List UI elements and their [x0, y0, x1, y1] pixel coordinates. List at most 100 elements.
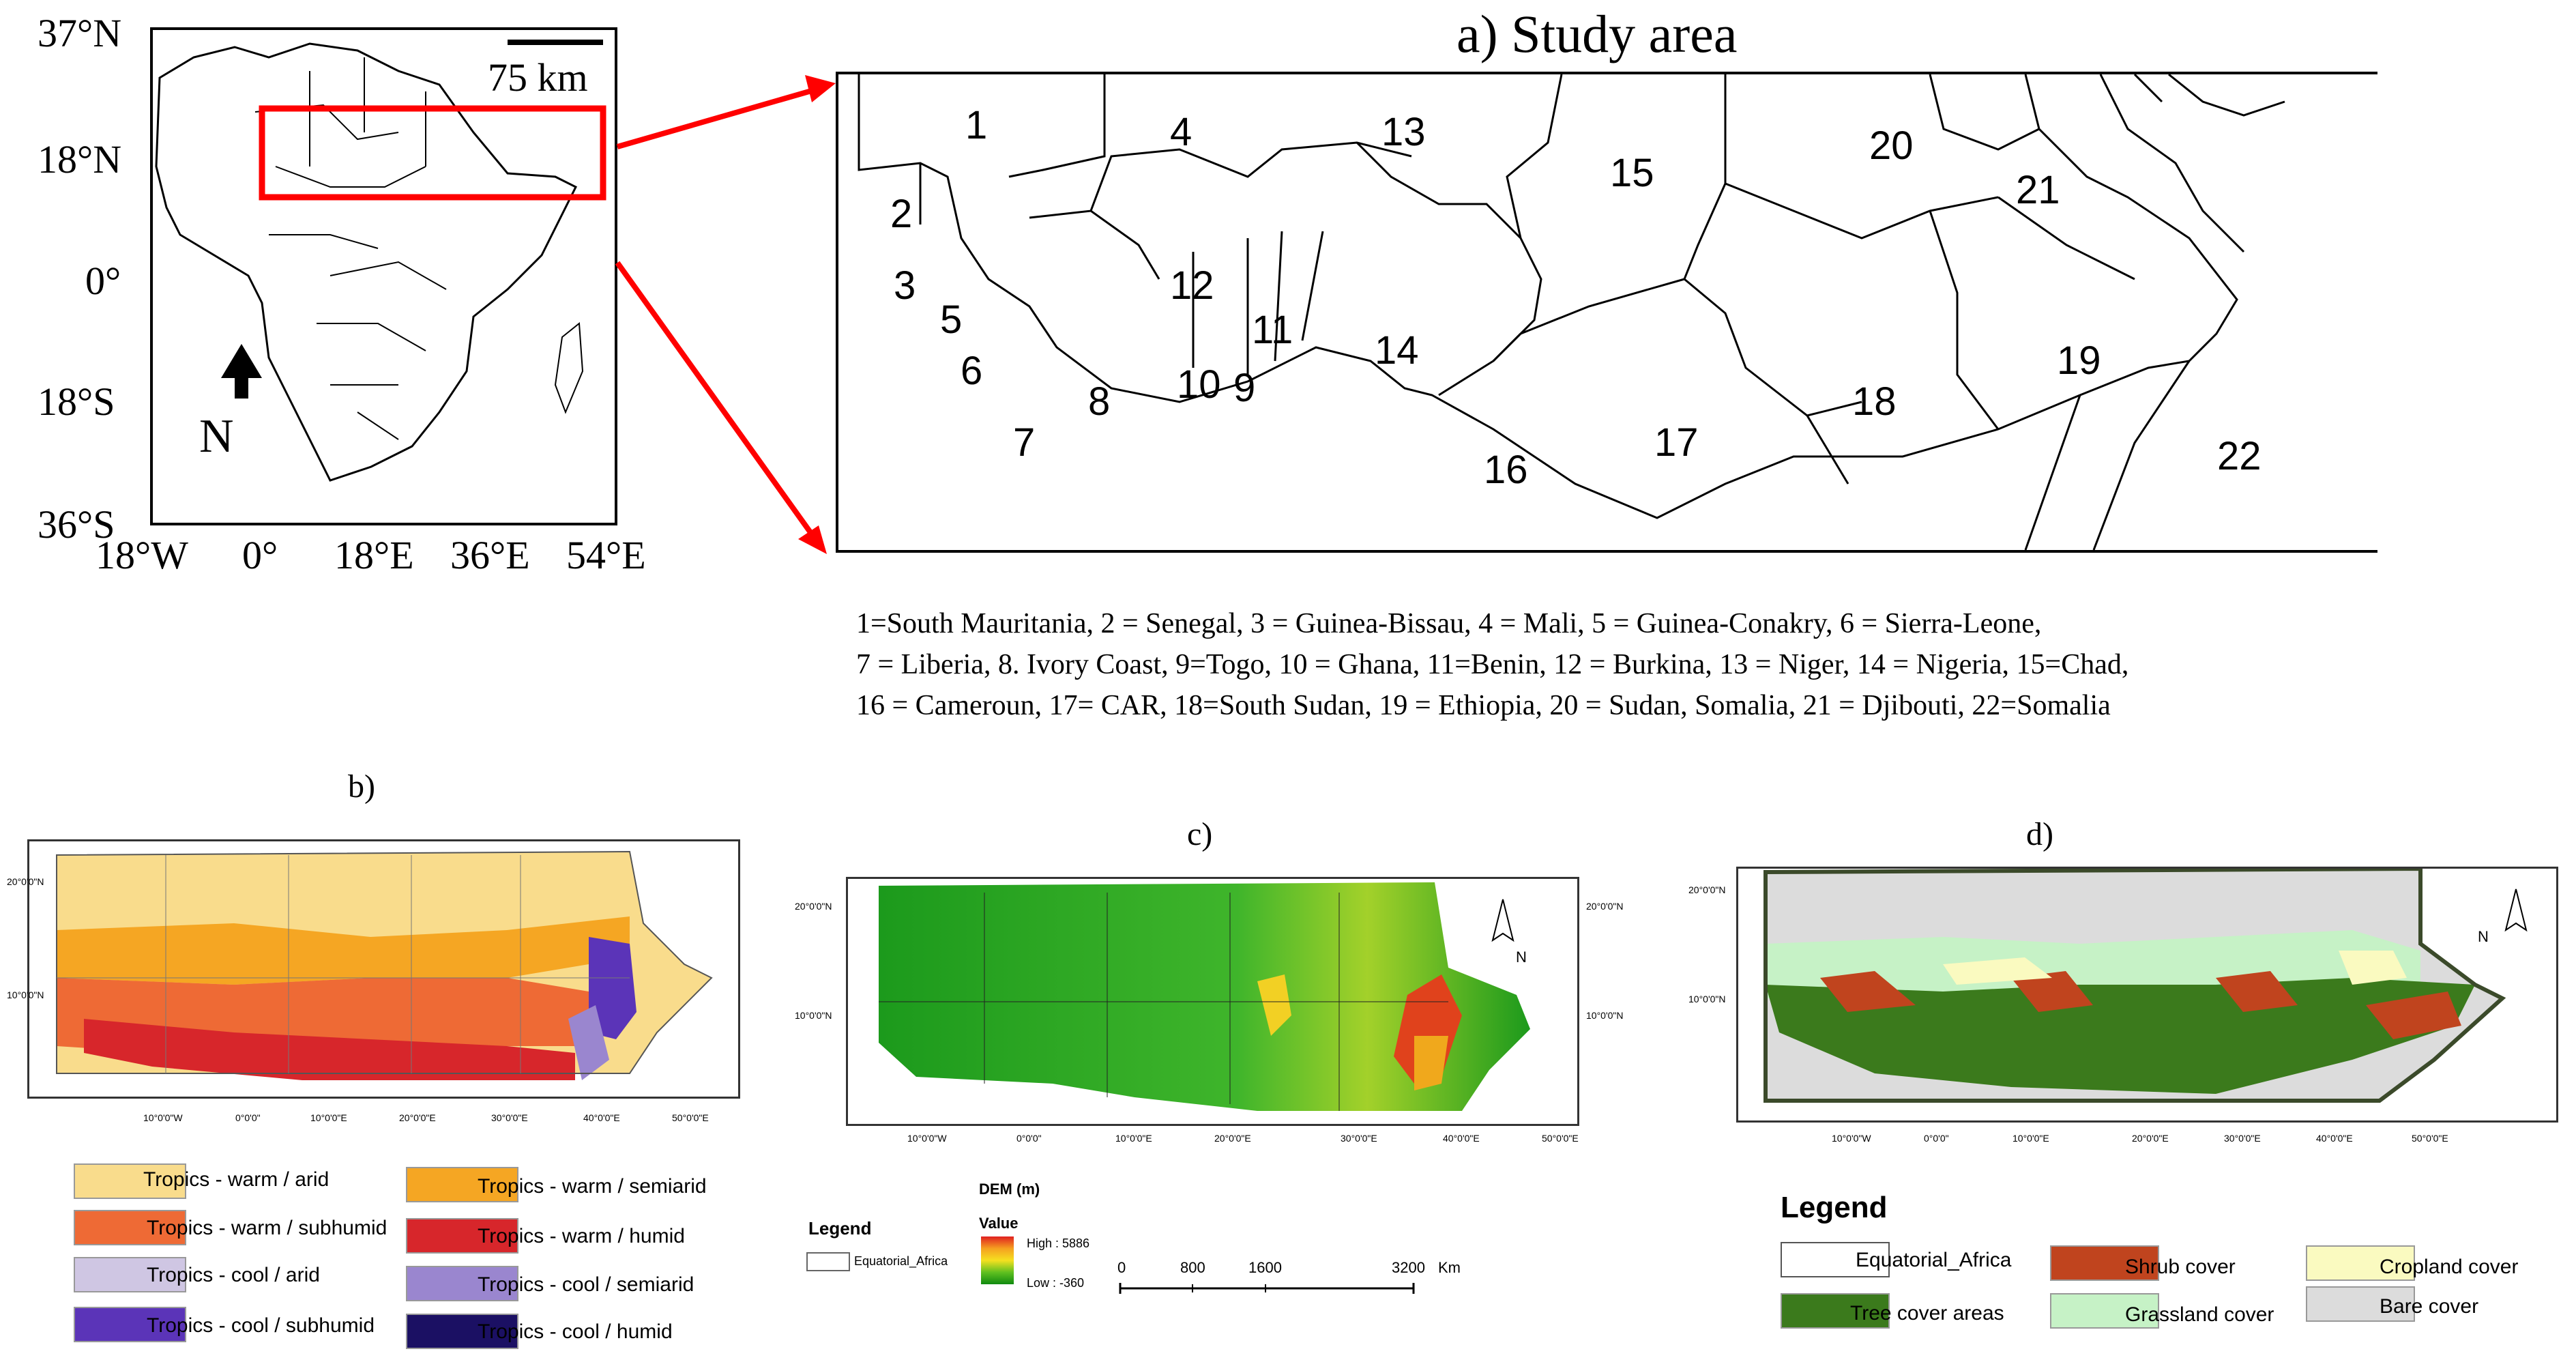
- dem-scale-tick-0: 0: [1117, 1259, 1126, 1276]
- c-lat-20n-right: 20°0'0"N: [1586, 901, 1624, 912]
- legend-label-warm-semiarid: Tropics - warm / semiarid: [478, 1175, 707, 1198]
- d-lon-30e: 30°0'0"E: [2224, 1133, 2261, 1144]
- dem-scale-bar: [1119, 1283, 1415, 1294]
- b-lat-20n: 20°0'0"N: [7, 876, 44, 887]
- panel-b-label: b): [348, 768, 375, 805]
- dem-north-label: N: [1516, 949, 1527, 966]
- c-lon-0: 0°0'0": [1016, 1133, 1042, 1144]
- caption-line-3: 16 = Cameroun, 17= CAR, 18=South Sudan, …: [856, 690, 2111, 721]
- legend-swatch-warm-subhumid: [74, 1210, 186, 1245]
- legend-swatch-shrub-cover: [2050, 1245, 2159, 1281]
- country-number-6: 6: [961, 349, 983, 393]
- lat-label-0: 0°: [85, 259, 121, 303]
- lon-label-54e: 54°E: [566, 533, 646, 577]
- b-lon-0: 0°0'0": [235, 1112, 261, 1123]
- panel-d-label: d): [2026, 816, 2053, 852]
- country-number-9: 9: [1233, 366, 1256, 410]
- legend-swatch-cool-arid: [74, 1257, 186, 1292]
- c-lat-10n-right: 10°0'0"N: [1586, 1010, 1624, 1021]
- country-number-19: 19: [2057, 338, 2101, 383]
- c-lon-10e: 10°0'0"E: [1115, 1133, 1152, 1144]
- dem-legend-title: Legend: [808, 1218, 872, 1239]
- caption-line-2: 7 = Liberia, 8. Ivory Coast, 9=Togo, 10 …: [856, 649, 2129, 680]
- legend-swatch-equatorial-africa: [1781, 1242, 1890, 1277]
- b-lon-10e: 10°0'0"E: [310, 1112, 347, 1123]
- lon-label-18w: 18°W: [96, 533, 188, 577]
- dem-low-label: Low : -360: [1027, 1276, 1085, 1290]
- c-lon-30e: 30°0'0"E: [1341, 1133, 1377, 1144]
- study-area-map: [836, 72, 2377, 553]
- legend-swatch-cropland-cover: [2306, 1245, 2415, 1281]
- legend-swatch-warm-humid: [406, 1218, 518, 1254]
- dem-scale-tick-800: 800: [1180, 1259, 1205, 1276]
- lat-label-37n: 37°N: [38, 11, 122, 55]
- climate-zone-map: [27, 839, 740, 1099]
- panel-c-label: c): [1187, 816, 1213, 852]
- land-cover-legend-title: Legend: [1781, 1191, 1888, 1224]
- b-lon-10w: 10°0'0"W: [143, 1112, 183, 1123]
- d-lon-50e: 50°0'0"E: [2412, 1133, 2448, 1144]
- legend-label-cool-semiarid: Tropics - cool / semiarid: [478, 1273, 694, 1296]
- country-number-5: 5: [940, 298, 963, 342]
- legend-swatch-cool-humid: [406, 1314, 518, 1349]
- country-number-7: 7: [1013, 420, 1036, 465]
- legend-swatch-cool-semiarid: [406, 1266, 518, 1301]
- d-lon-10e: 10°0'0"E: [2012, 1133, 2049, 1144]
- b-lon-30e: 30°0'0"E: [491, 1112, 528, 1123]
- country-number-17: 17: [1654, 420, 1699, 465]
- dem-legend-boundary-swatch: [806, 1252, 850, 1271]
- legend-label-cool-arid: Tropics - cool / arid: [147, 1264, 320, 1286]
- dem-scale-unit: Km: [1438, 1259, 1461, 1276]
- dem-value-label: Value: [979, 1215, 1019, 1232]
- legend-label-equatorial-africa: Equatorial_Africa: [1856, 1249, 2012, 1271]
- study-area-title: a) Study area: [1457, 4, 1738, 63]
- africa-inset-map: [150, 27, 617, 525]
- land-cover-north-label: N: [2478, 928, 2489, 945]
- legend-label-grassland-cover: Grassland cover: [2125, 1303, 2274, 1326]
- legend-swatch-tree-cover: [1781, 1293, 1890, 1329]
- d-lon-0: 0°0'0": [1924, 1133, 1949, 1144]
- dem-scale-tick-3200: 3200: [1392, 1259, 1425, 1276]
- d-lat-20n: 20°0'0"N: [1688, 884, 1726, 895]
- legend-swatch-grassland-cover: [2050, 1293, 2159, 1329]
- lon-label-0: 0°: [242, 533, 278, 577]
- country-number-3: 3: [894, 263, 916, 308]
- legend-label-cool-humid: Tropics - cool / humid: [478, 1320, 673, 1343]
- country-number-1: 1: [965, 103, 988, 147]
- country-number-21: 21: [2016, 168, 2060, 212]
- legend-swatch-warm-semiarid: [406, 1167, 518, 1202]
- country-number-12: 12: [1170, 263, 1214, 308]
- legend-label-tree-cover: Tree cover areas: [1850, 1302, 2004, 1325]
- country-number-11: 11: [1252, 308, 1293, 352]
- b-lon-50e: 50°0'0"E: [672, 1112, 709, 1123]
- lat-label-18n: 18°N: [38, 137, 122, 182]
- country-number-2: 2: [890, 192, 913, 236]
- legend-label-shrub-cover: Shrub cover: [2125, 1256, 2236, 1278]
- legend-swatch-warm-arid: [74, 1163, 186, 1199]
- country-number-18: 18: [1852, 379, 1897, 424]
- dem-color-ramp: [981, 1236, 1014, 1284]
- legend-label-cool-subhumid: Tropics - cool / subhumid: [147, 1314, 375, 1337]
- country-number-16: 16: [1484, 448, 1528, 492]
- c-lat-10n-left: 10°0'0"N: [795, 1010, 832, 1021]
- c-lon-10w: 10°0'0"W: [907, 1133, 947, 1144]
- b-lon-20e: 20°0'0"E: [399, 1112, 436, 1123]
- country-number-15: 15: [1610, 151, 1654, 195]
- d-lon-10w: 10°0'0"W: [1832, 1133, 1871, 1144]
- land-cover-map: [1736, 866, 2558, 1123]
- dem-title: DEM (m): [979, 1181, 1040, 1198]
- legend-label-warm-arid: Tropics - warm / arid: [143, 1168, 330, 1191]
- legend-swatch-cool-subhumid: [74, 1307, 186, 1342]
- country-number-14: 14: [1375, 328, 1419, 373]
- scale-label: 75 km: [488, 55, 588, 100]
- country-number-13: 13: [1381, 110, 1426, 154]
- d-lon-40e: 40°0'0"E: [2316, 1133, 2353, 1144]
- b-lon-40e: 40°0'0"E: [583, 1112, 620, 1123]
- dem-map: [846, 877, 1579, 1126]
- legend-label-bare-cover: Bare cover: [2380, 1295, 2479, 1318]
- lon-label-18e: 18°E: [334, 533, 414, 577]
- d-lat-10n: 10°0'0"N: [1688, 994, 1726, 1004]
- dem-legend-boundary-label: Equatorial_Africa: [854, 1254, 948, 1268]
- study-area-borders: [858, 73, 2285, 551]
- dem-high-label: High : 5886: [1027, 1236, 1090, 1250]
